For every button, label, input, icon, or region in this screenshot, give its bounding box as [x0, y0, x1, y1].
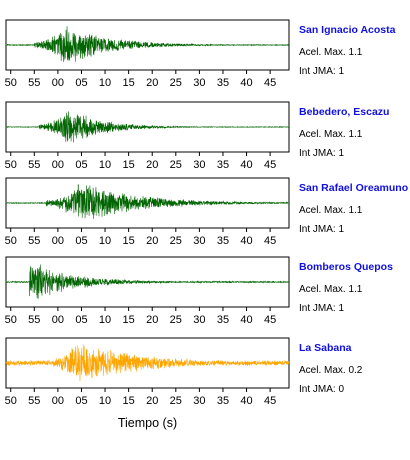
x-tick-label: 25	[170, 77, 182, 89]
x-tick-label: 45	[264, 77, 276, 89]
x-tick-label: 05	[75, 395, 87, 407]
x-axis-title: Tiempo (s)	[118, 416, 177, 430]
x-tick-label: 35	[217, 395, 229, 407]
x-tick-label: 50	[5, 235, 17, 247]
x-tick-label: 25	[170, 314, 182, 326]
max-acceleration-label: Acel. Max. 1.1	[299, 205, 363, 216]
station-name: Bomberos Quepos	[299, 261, 393, 273]
x-tick-label: 30	[193, 314, 205, 326]
waveform-trace	[5, 344, 290, 382]
waveform-trace	[5, 111, 290, 143]
station-name: San Ignacio Acosta	[299, 24, 396, 36]
x-tick-label: 50	[5, 314, 17, 326]
jma-intensity-label: Int JMA: 1	[299, 224, 344, 235]
x-tick-label: 25	[170, 395, 182, 407]
x-tick-label: 05	[75, 77, 87, 89]
x-tick-label: 00	[52, 314, 64, 326]
x-tick-label: 20	[146, 395, 158, 407]
max-acceleration-label: Acel. Max. 1.1	[299, 284, 363, 295]
x-tick-label: 40	[240, 77, 252, 89]
x-tick-label: 25	[170, 159, 182, 171]
x-tick-label: 50	[5, 77, 17, 89]
x-tick-label: 10	[99, 159, 111, 171]
x-tick-label: 00	[52, 235, 64, 247]
x-tick-label: 20	[146, 159, 158, 171]
x-tick-label: 40	[240, 159, 252, 171]
x-tick-label: 50	[5, 159, 17, 171]
seismogram-panel: 50 55 00 05 10 15 20 25 30 35 40 45 San Rafael Oream…	[5, 177, 408, 247]
x-tick-label: 30	[193, 77, 205, 89]
jma-intensity-label: Int JMA: 1	[299, 66, 344, 77]
waveform-trace	[5, 183, 290, 219]
x-tick-label: 00	[52, 159, 64, 171]
x-tick-label: 35	[217, 77, 229, 89]
x-tick-label: 55	[28, 77, 40, 89]
x-tick-label: 10	[99, 395, 111, 407]
x-tick-label: 15	[123, 77, 135, 89]
x-tick-label: 55	[28, 395, 40, 407]
x-tick-label: 20	[146, 314, 158, 326]
x-tick-label: 10	[99, 77, 111, 89]
x-tick-label: 55	[28, 159, 40, 171]
seismogram-panel: 50 55 00 05 10 15 20 25 30 35 40 45 La Sabana Acel. M…	[5, 337, 363, 407]
x-tick-label: 15	[123, 159, 135, 171]
max-acceleration-label: Acel. Max. 1.1	[299, 47, 363, 58]
max-acceleration-label: Acel. Max. 0.2	[299, 365, 363, 376]
x-tick-label: 15	[123, 235, 135, 247]
x-tick-label: 35	[217, 235, 229, 247]
x-tick-label: 55	[28, 314, 40, 326]
x-tick-label: 05	[75, 159, 87, 171]
x-tick-label: 05	[75, 235, 87, 247]
x-tick-label: 30	[193, 395, 205, 407]
x-tick-label: 00	[52, 395, 64, 407]
x-tick-label: 40	[240, 235, 252, 247]
x-tick-label: 05	[75, 314, 87, 326]
x-tick-label: 35	[217, 159, 229, 171]
x-tick-label: 45	[264, 395, 276, 407]
x-tick-label: 45	[264, 314, 276, 326]
station-name: Bebedero, Escazu	[299, 106, 389, 118]
jma-intensity-label: Int JMA: 1	[299, 148, 344, 159]
waveform-trace	[5, 264, 290, 299]
seismogram-panel: 50 55 00 05 10 15 20 25 30 35 40 45 Bomberos Quepos A…	[5, 256, 393, 326]
x-tick-label: 30	[193, 159, 205, 171]
x-tick-label: 35	[217, 314, 229, 326]
x-tick-label: 25	[170, 235, 182, 247]
seismogram-panel: 50 55 00 05 10 15 20 25 30 35 40 45 San Ignacio Acos…	[5, 19, 396, 89]
x-tick-label: 50	[5, 395, 17, 407]
x-tick-label: 00	[52, 77, 64, 89]
station-name: San Rafael Oreamuno	[299, 182, 408, 194]
jma-intensity-label: Int JMA: 0	[299, 384, 344, 395]
x-tick-label: 15	[123, 314, 135, 326]
max-acceleration-label: Acel. Max. 1.1	[299, 129, 363, 140]
x-tick-label: 15	[123, 395, 135, 407]
x-tick-label: 55	[28, 235, 40, 247]
x-tick-label: 45	[264, 159, 276, 171]
x-tick-label: 10	[99, 235, 111, 247]
seismogram-panel: 50 55 00 05 10 15 20 25 30 35 40 45 Bebedero, Escazu…	[5, 101, 389, 171]
x-tick-label: 30	[193, 235, 205, 247]
x-tick-label: 40	[240, 314, 252, 326]
x-tick-label: 20	[146, 235, 158, 247]
x-tick-label: 40	[240, 395, 252, 407]
x-tick-label: 10	[99, 314, 111, 326]
x-tick-label: 45	[264, 235, 276, 247]
station-name: La Sabana	[299, 342, 352, 354]
x-tick-label: 20	[146, 77, 158, 89]
waveform-trace	[5, 26, 290, 62]
jma-intensity-label: Int JMA: 1	[299, 303, 344, 314]
